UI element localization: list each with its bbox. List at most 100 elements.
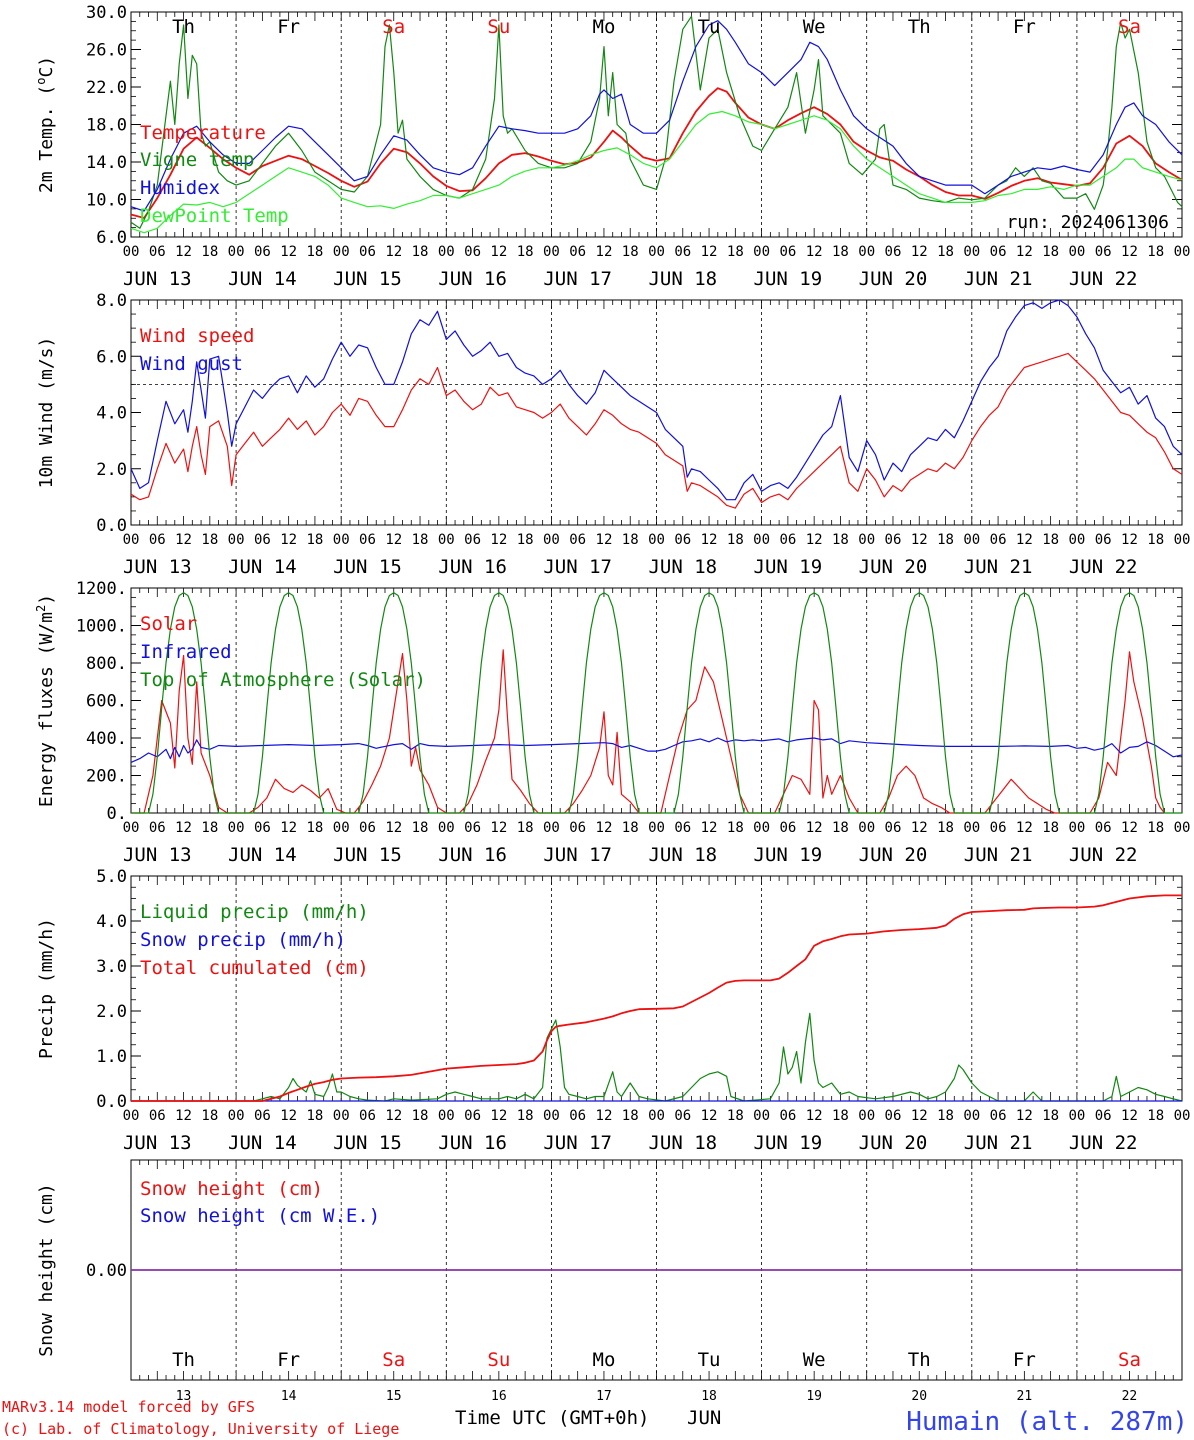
day-number-label: 22 <box>1122 1389 1138 1404</box>
hour-tick-label: 12 <box>280 820 297 836</box>
hour-tick-label: 00 <box>228 532 245 548</box>
hour-tick-label: 12 <box>385 532 402 548</box>
day-date-label: JUN 17 <box>543 844 612 866</box>
series-liquid-precip-mm-h- <box>131 1012 1183 1102</box>
hour-tick-label: 00 <box>753 820 770 836</box>
hour-tick-label: 00 <box>228 820 245 836</box>
hour-tick-label: 12 <box>490 1108 507 1124</box>
hour-tick-label: 06 <box>779 820 796 836</box>
hour-tick-label: 06 <box>464 1108 481 1124</box>
day-date-label: JUN 21 <box>964 268 1033 290</box>
day-abbr-label: Fr <box>277 16 300 38</box>
day-abbr-label: Th <box>908 1349 931 1371</box>
hour-tick-label: 00 <box>438 820 455 836</box>
hour-tick-label: 00 <box>858 244 875 260</box>
hour-tick-label: 06 <box>464 244 481 260</box>
hour-tick-label: 00 <box>333 1108 350 1124</box>
hour-tick-label: 00 <box>333 244 350 260</box>
day-date-label: JUN 19 <box>754 1132 823 1154</box>
hour-tick-label: 06 <box>254 244 271 260</box>
day-date-label: JUN 22 <box>1069 844 1138 866</box>
hour-tick-label: 12 <box>1121 820 1138 836</box>
legend-entry: Total cumulated (cm) <box>140 957 369 979</box>
hour-tick-label: 18 <box>306 532 323 548</box>
degree-c: C) <box>36 56 57 78</box>
series-wind-speed <box>130 352 1183 509</box>
hour-tick-label: 00 <box>753 1108 770 1124</box>
hour-tick-label: 00 <box>858 1108 875 1124</box>
hour-tick-label: 12 <box>701 820 718 836</box>
hour-tick-label: 06 <box>569 820 586 836</box>
lab-credit: (c) Lab. of Climatology, University of L… <box>2 1420 399 1438</box>
hour-tick-label: 12 <box>911 820 928 836</box>
series-group <box>131 894 1183 1102</box>
hour-tick-label: 18 <box>727 532 744 548</box>
y-tick-label: 2.0 <box>96 1002 127 1022</box>
hour-tick-label: 06 <box>674 244 691 260</box>
hour-tick-label: 00 <box>1068 820 1085 836</box>
hour-tick-label: 00 <box>438 532 455 548</box>
legend-entry: Humidex <box>140 177 220 199</box>
y-tick-label: 18.0 <box>86 116 127 136</box>
y-axis-label: Energy fluxes (W/m2) <box>34 594 57 807</box>
series-group <box>130 299 1183 509</box>
hour-tick-label: 00 <box>333 820 350 836</box>
hour-tick-label: 18 <box>1147 1108 1164 1124</box>
day-number-label: 14 <box>281 1389 297 1404</box>
legend-entry: Wind gust <box>140 353 243 375</box>
day-date-label: JUN 21 <box>964 844 1033 866</box>
hour-tick-label: 00 <box>1068 1108 1085 1124</box>
hour-tick-label: 12 <box>806 820 823 836</box>
y-tick-label: 22.0 <box>86 78 127 98</box>
series-solar <box>131 649 1165 814</box>
day-abbr-label: Sa <box>1118 1349 1141 1371</box>
day-date-label: JUN 19 <box>754 556 823 578</box>
hour-tick-label: 12 <box>596 820 613 836</box>
day-date-label: JUN 14 <box>228 844 297 866</box>
legend-entry: Snow height (cm W.E.) <box>140 1205 380 1227</box>
day-number-label: 18 <box>701 1389 717 1404</box>
hour-tick-label: 06 <box>359 532 376 548</box>
hour-tick-label: 12 <box>596 1108 613 1124</box>
hour-tick-label: 00 <box>648 1108 665 1124</box>
hour-tick-label: 18 <box>937 1108 954 1124</box>
day-date-label: JUN 13 <box>123 556 192 578</box>
hour-tick-label: 18 <box>517 1108 534 1124</box>
hour-tick-label: 06 <box>149 1108 166 1124</box>
hour-tick-label: 00 <box>228 244 245 260</box>
day-abbr-label: Fr <box>277 1349 300 1371</box>
day-abbr-label: We <box>803 1349 826 1371</box>
hour-tick-label: 00 <box>438 244 455 260</box>
day-number-label: 13 <box>176 1389 192 1404</box>
y-axis-label: Snow height (cm) <box>36 1183 57 1356</box>
hour-tick-label: 18 <box>412 820 429 836</box>
hour-tick-label: 06 <box>885 532 902 548</box>
hour-tick-label: 00 <box>543 1108 560 1124</box>
day-date-label: JUN 15 <box>333 1132 402 1154</box>
hour-tick-label: 06 <box>990 532 1007 548</box>
hour-tick-label: 00 <box>648 532 665 548</box>
hour-tick-label: 12 <box>280 1108 297 1124</box>
hour-tick-label: 18 <box>201 532 218 548</box>
hour-tick-label: 12 <box>385 820 402 836</box>
hour-tick-label: 06 <box>1095 1108 1112 1124</box>
hour-tick-label: 06 <box>359 820 376 836</box>
hour-tick-label: 12 <box>175 1108 192 1124</box>
hour-tick-label: 12 <box>490 244 507 260</box>
day-abbr-label: Mo <box>593 1349 616 1371</box>
day-date-label: JUN 16 <box>438 268 507 290</box>
y-tick-label: 14.0 <box>86 153 127 173</box>
legend-entry: Vigne temp <box>140 149 254 171</box>
hour-tick-label: 06 <box>569 532 586 548</box>
hour-tick-label: 00 <box>1174 244 1191 260</box>
legend-entry: DewPoint Temp <box>140 205 289 227</box>
day-date-label: JUN 17 <box>543 268 612 290</box>
x-axis-month: JUN <box>687 1407 721 1429</box>
unit-exponent: 2 <box>34 605 48 612</box>
y-axis-label: 2m Temp. (oC) <box>34 56 57 193</box>
hour-tick-label: 18 <box>517 244 534 260</box>
series-group <box>130 15 1183 234</box>
hour-tick-label: 12 <box>175 820 192 836</box>
hour-tick-label: 00 <box>1068 532 1085 548</box>
